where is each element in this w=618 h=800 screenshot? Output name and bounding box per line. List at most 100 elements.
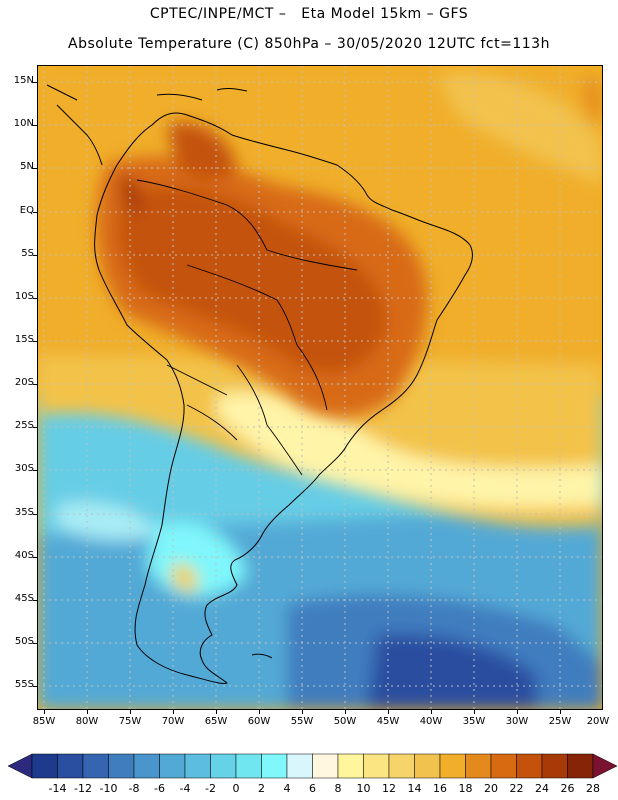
- colorbar-label: -12: [74, 782, 92, 795]
- temperature-field: [37, 65, 603, 710]
- lat-tick: [33, 82, 37, 83]
- lat-label: 15N: [13, 75, 34, 86]
- lat-tick: [33, 168, 37, 169]
- central-america-coastline: [46, 84, 103, 166]
- andes-hot-patch: [120, 175, 142, 215]
- lat-label: EQ: [19, 205, 34, 216]
- falklands: [251, 653, 273, 659]
- colorbar-cell: [490, 753, 517, 779]
- colorbar-cell: [82, 753, 109, 779]
- colorbar-cell: [465, 753, 492, 779]
- colorbar-label: 2: [258, 782, 265, 795]
- pacific-light-patch: [57, 501, 157, 541]
- colorbar-cell: [516, 753, 543, 779]
- lat-tick: [33, 255, 37, 256]
- colorbar-cell: [210, 753, 237, 779]
- lat-tick: [33, 686, 37, 687]
- lat-label: 5N: [20, 161, 34, 172]
- lon-label: 50W: [333, 716, 357, 727]
- lat-label: 15S: [14, 334, 34, 345]
- colorbar-under-triangle: [8, 753, 33, 779]
- lon-tick: [474, 710, 475, 714]
- temperature-map: [37, 65, 603, 710]
- lon-label: 55W: [290, 716, 314, 727]
- lat-tick: [33, 298, 37, 299]
- colorbar-label: 28: [586, 782, 600, 795]
- colorbar-over-triangle: [592, 753, 618, 779]
- grid-lines: [37, 65, 603, 710]
- lon-label: 30W: [505, 716, 529, 727]
- lon-label: 80W: [75, 716, 99, 727]
- colorbar-cells: [31, 753, 594, 779]
- colorbar-cell: [133, 753, 160, 779]
- lon-tick: [87, 710, 88, 714]
- colorbar-label: 6: [309, 782, 316, 795]
- colorbar-cell: [31, 753, 58, 779]
- colorbar-cell: [108, 753, 135, 779]
- lon-tick: [302, 710, 303, 714]
- colorbar-label: -14: [48, 782, 67, 795]
- lon-label: 85W: [32, 716, 56, 727]
- caribbean-islands: [156, 87, 248, 101]
- colorbar-label: 0: [232, 782, 240, 795]
- hotter-region: [118, 186, 387, 373]
- country-borders: [136, 179, 358, 476]
- lon-tick: [44, 710, 45, 714]
- colorbar-cell: [312, 753, 339, 779]
- south-america-coastline: [94, 112, 473, 684]
- color-scale-bar: [8, 753, 618, 779]
- lat-tick: [33, 125, 37, 126]
- lon-tick: [173, 710, 174, 714]
- colorbar-cell: [439, 753, 466, 779]
- lat-label: 30S: [14, 463, 34, 474]
- lat-label: 10S: [14, 291, 34, 302]
- colorbar-label: 22: [509, 782, 524, 795]
- lat-tick: [33, 557, 37, 558]
- lat-label: 10N: [13, 118, 34, 129]
- map-title: CPTEC/INPE/MCT – Eta Model 15km – GFS: [149, 6, 469, 22]
- colorbar-cell: [541, 753, 568, 779]
- lat-label: 45S: [14, 593, 34, 604]
- lat-tick: [33, 643, 37, 644]
- lat-label: 55S: [14, 679, 34, 690]
- north-hot-patch: [167, 122, 237, 180]
- colorbar-cell: [337, 753, 364, 779]
- colorbar-label: -10: [99, 782, 118, 795]
- colorbar-label: 18: [458, 782, 473, 795]
- colorbar-cell: [57, 753, 84, 779]
- coldest-core: [367, 634, 537, 710]
- lon-label: 70W: [161, 716, 185, 727]
- lon-tick: [345, 710, 346, 714]
- lon-tick: [560, 710, 561, 714]
- lon-tick: [517, 710, 518, 714]
- coastlines: [46, 84, 473, 684]
- lat-tick: [33, 384, 37, 385]
- colorbar-label: 24: [535, 782, 549, 795]
- colorbar-cell: [363, 753, 390, 779]
- lon-label: 45W: [376, 716, 400, 727]
- patagonia-yellow-patch: [171, 563, 198, 592]
- lon-label: 25W: [548, 716, 572, 727]
- colorbar-label: 16: [433, 782, 447, 795]
- colorbar-label: -4: [179, 782, 191, 795]
- atlantic-hot-patch: [585, 75, 601, 125]
- lon-tick: [388, 710, 389, 714]
- lat-label: 35S: [14, 507, 34, 518]
- lon-tick: [259, 710, 260, 714]
- lon-label: 60W: [247, 716, 271, 727]
- lon-label: 20W: [586, 716, 610, 727]
- colorbar-label: 8: [334, 782, 342, 795]
- lon-label: 65W: [204, 716, 228, 727]
- colorbar-label: -2: [205, 782, 216, 795]
- lat-tick: [33, 341, 37, 342]
- colorbar-cell: [235, 753, 262, 779]
- colorbar-label: -8: [128, 782, 140, 795]
- lat-tick: [33, 212, 37, 213]
- colorbar-label: -6: [154, 782, 165, 795]
- colorbar-label: 10: [356, 782, 371, 795]
- lon-label: 75W: [118, 716, 142, 727]
- map-subtitle: Absolute Temperature (C) 850hPa – 30/05/…: [68, 36, 550, 52]
- lat-label: 25S: [14, 420, 34, 431]
- lon-tick: [130, 710, 131, 714]
- colorbar-label: 4: [283, 782, 291, 795]
